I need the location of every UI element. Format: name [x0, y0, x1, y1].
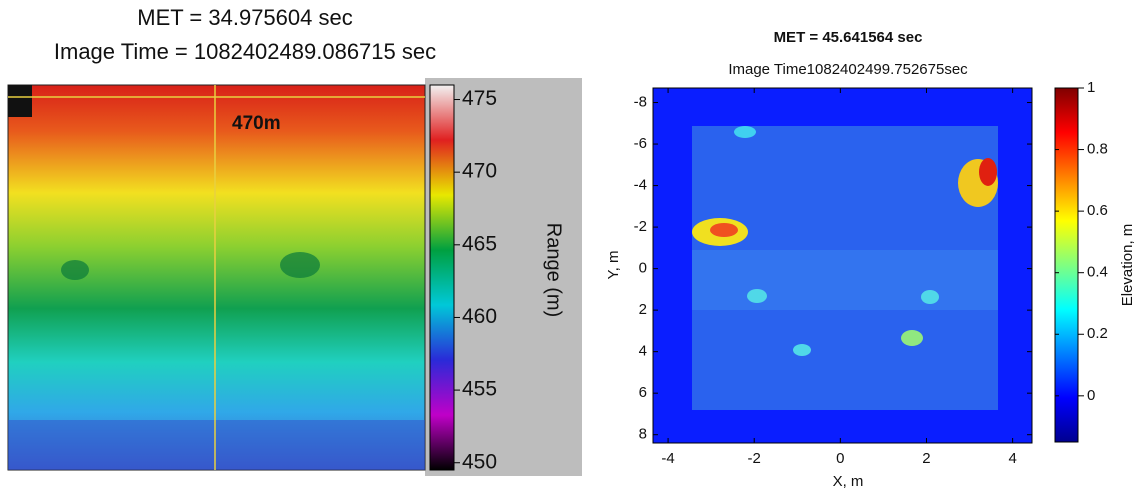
colorbar-label: Range (m) — [543, 223, 565, 317]
subtitle: Image Time = 1082402489.086715 sec — [54, 39, 436, 64]
blob — [901, 330, 923, 346]
blob — [979, 158, 997, 186]
y-tick-label: -2 — [634, 218, 647, 235]
y-tick-label: 0 — [639, 260, 647, 277]
blob — [734, 126, 756, 138]
y-tick-label: 8 — [639, 426, 647, 443]
blob — [921, 290, 939, 304]
tree — [61, 260, 89, 280]
colorbar-tick-label: 0.4 — [1087, 264, 1108, 281]
colorbar-tick-label: 455 — [462, 378, 497, 401]
blob — [793, 344, 811, 356]
subtitle: Image Time1082402499.752675sec — [728, 61, 968, 78]
x-tick-label: -4 — [661, 450, 674, 467]
y-tick-label: -8 — [634, 94, 647, 111]
axes-frame — [652, 87, 1033, 444]
ground — [8, 420, 425, 470]
colorbar-tick-label: 0 — [1087, 387, 1095, 404]
colorbar-tick-label: 0.6 — [1087, 202, 1108, 219]
x-axis-label: X, m — [833, 473, 864, 490]
blob — [710, 223, 738, 237]
colorbar-tick-label: 460 — [462, 305, 497, 328]
x-tick-label: 4 — [1008, 450, 1016, 467]
band — [692, 250, 998, 310]
y-axis-label: Y, m — [605, 251, 622, 280]
y-tick-label: 4 — [639, 343, 647, 360]
annotation: 470m — [232, 113, 281, 134]
y-tick-label: -4 — [634, 177, 647, 194]
y-tick-label: 6 — [639, 384, 647, 401]
left-panel: MET = 34.975604 sec Image Time = 1082402… — [7, 5, 582, 476]
colorbar — [429, 84, 455, 471]
blob — [747, 289, 767, 303]
colorbar-tick-label: 470 — [462, 160, 497, 183]
y-tick-label: -6 — [634, 135, 647, 152]
colorbar-tick-label: 450 — [462, 450, 497, 473]
title: MET = 45.641564 sec — [774, 29, 923, 46]
colorbar — [1054, 87, 1079, 443]
x-tick-label: 2 — [922, 450, 930, 467]
colorbar-tick-label: 0.2 — [1087, 325, 1108, 342]
tree — [280, 252, 320, 278]
colorbar-tick-label: 465 — [462, 232, 497, 255]
no-data — [8, 85, 32, 117]
colorbar-tick-label: 475 — [462, 87, 497, 110]
right-panel: MET = 45.641564 sec Image Time1082402499… — [605, 29, 1033, 490]
colorbar-tick-label: 0.8 — [1087, 141, 1108, 158]
x-tick-label: -2 — [748, 450, 761, 467]
colorbar-tick-label: 1 — [1087, 79, 1095, 96]
x-tick-label: 0 — [836, 450, 844, 467]
y-tick-label: 2 — [639, 301, 647, 318]
colorbar-label: Elevation, m — [1119, 224, 1136, 307]
title: MET = 34.975604 sec — [137, 5, 352, 30]
